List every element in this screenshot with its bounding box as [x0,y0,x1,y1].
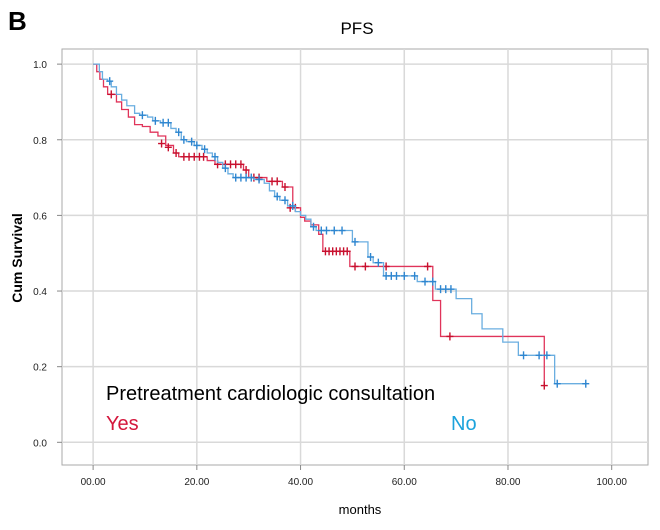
plot-area [61,48,649,466]
panel-label: B [8,6,27,36]
censor-mark-no [520,351,528,360]
censor-mark-no [138,111,146,120]
censor-mark-yes [351,262,359,271]
censor-mark-no [367,253,375,261]
x-tick-label: 40.00 [288,477,313,488]
censor-mark-no [151,116,159,125]
censor-mark-no [201,145,209,154]
series-no [93,63,590,388]
censor-mark-no [421,277,429,286]
y-axis-label: Cum Survival [9,213,25,302]
chart-title: PFS [340,19,373,38]
censor-mark-yes [540,381,548,390]
legend-entry-yes: Yes [106,413,139,435]
censor-mark-no [273,192,281,201]
censor-mark-no [106,77,114,86]
censor-mark-yes [242,166,250,175]
censor-mark-yes [281,183,289,192]
series-layer [93,63,590,390]
x-axis-ticks: 00.00 20.00 40.00 60.00 80.00 100.00 [81,465,627,488]
censor-mark-no [247,173,255,182]
censor-mark-no [553,379,561,388]
censor-mark-no [322,226,330,235]
censor-mark-no [289,201,297,210]
censor-mark-no [175,128,183,137]
censor-mark-no [374,258,382,267]
y-axis-ticks: 0.0 0.2 0.4 0.6 0.8 1.0 [33,60,62,449]
legend-entry-no: No [451,413,477,435]
censor-mark-no [193,141,201,150]
censor-mark-no [392,271,400,280]
censor-mark-no [429,277,437,286]
y-tick-label: 0.4 [33,287,47,298]
censor-mark-no [447,285,455,294]
censor-mark-no [255,175,263,184]
y-tick-label: 0.8 [33,136,47,147]
censor-mark-no [535,351,543,360]
censor-mark-yes [424,262,432,271]
x-axis-label: months [339,502,382,517]
censor-mark-no [180,135,188,144]
x-tick-label: 60.00 [392,477,417,488]
censor-mark-no [188,137,196,146]
y-tick-label: 0.0 [33,438,47,449]
censor-mark-no [330,226,338,235]
x-tick-label: 00.00 [81,477,106,488]
censor-mark-yes [164,143,172,152]
x-tick-label: 80.00 [495,477,520,488]
censor-mark-no [338,226,346,235]
censor-mark-no [281,196,289,205]
censor-mark-no [211,152,219,161]
censor-mark-yes [200,152,208,161]
survival-line-no [93,63,586,385]
censor-mark-yes [158,139,166,148]
censor-mark-yes [172,149,180,157]
y-tick-label: 0.2 [33,363,47,374]
censor-mark-no [400,271,408,280]
censor-mark-yes [273,177,281,186]
censor-mark-no [310,222,318,231]
censor-mark-no [543,351,551,360]
censor-mark-yes [361,262,369,271]
censor-mark-yes [237,160,245,169]
series-yes [93,63,548,390]
censor-mark-no [351,237,359,246]
y-tick-label: 1.0 [33,60,47,71]
gridlines [62,49,648,465]
x-tick-label: 20.00 [184,477,209,488]
legend-title: Pretreatment cardiologic consultation [106,383,435,405]
censor-mark-no [582,379,590,388]
censor-mark-no [221,164,229,173]
y-tick-label: 0.6 [33,211,47,222]
censor-mark-yes [446,332,454,341]
x-tick-label: 100.00 [596,477,627,488]
censor-mark-yes [343,247,351,256]
censor-mark-yes [107,90,115,99]
survival-line-yes [93,63,545,386]
censor-mark-no [164,118,172,127]
censor-mark-no [411,271,419,280]
